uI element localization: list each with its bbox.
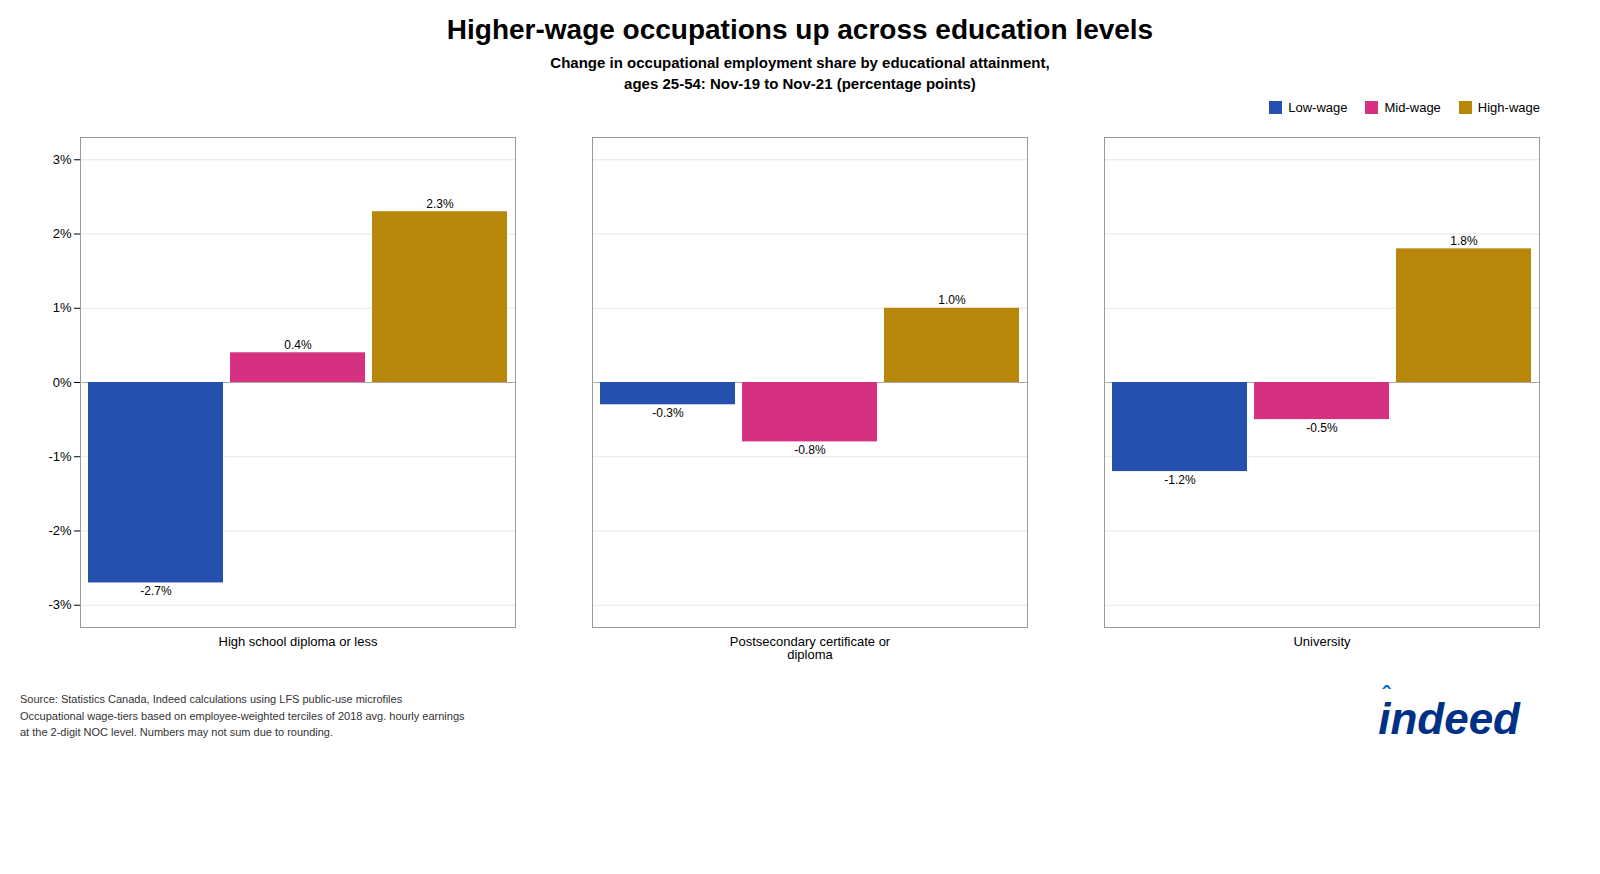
svg-text:Postsecondary certificate ordi: Postsecondary certificate ordiploma <box>730 634 891 662</box>
svg-text:1%: 1% <box>53 300 72 315</box>
svg-text:-0.3%: -0.3% <box>652 406 684 420</box>
svg-text:1.8%: 1.8% <box>1450 234 1478 248</box>
svg-text:-1%: -1% <box>48 449 72 464</box>
svg-text:2%: 2% <box>53 226 72 241</box>
svg-text:-0.8%: -0.8% <box>794 443 826 457</box>
svg-text:University: University <box>1293 634 1351 649</box>
svg-text:-2.7%: -2.7% <box>140 584 172 598</box>
svg-text:-2%: -2% <box>48 523 72 538</box>
svg-text:-3%: -3% <box>48 597 72 612</box>
svg-text:-0.5%: -0.5% <box>1306 421 1338 435</box>
html-text:Mid-wage: Mid-wage <box>1384 100 1441 115</box>
svg-text:1.0%: 1.0% <box>938 293 966 307</box>
html-text:High-wage: High-wage <box>1477 100 1540 115</box>
svg-text:3%: 3% <box>53 152 72 167</box>
svg-text:High school diploma or less: High school diploma or less <box>219 634 378 649</box>
svg-text:-1.2%: -1.2% <box>1164 473 1196 487</box>
html-text:Source: Statistics Canada, Ind: Source: Statistics Canada, Indeed calcul… <box>20 693 465 738</box>
svg-text:0.4%: 0.4% <box>284 338 312 352</box>
html-text:indeed: indeed <box>1378 693 1520 743</box>
html-text:Low-wage: Low-wage <box>1288 100 1348 115</box>
svg-text:2.3%: 2.3% <box>426 197 454 211</box>
html-text:Higher-wage occupations up acr: Higher-wage occupations up across educat… <box>446 14 1154 45</box>
html-text:Change in occupational employm: Change in occupational employment share … <box>550 54 1050 92</box>
html-text:ˆ: ˆ <box>1382 680 1391 708</box>
svg-text:0%: 0% <box>53 375 72 390</box>
